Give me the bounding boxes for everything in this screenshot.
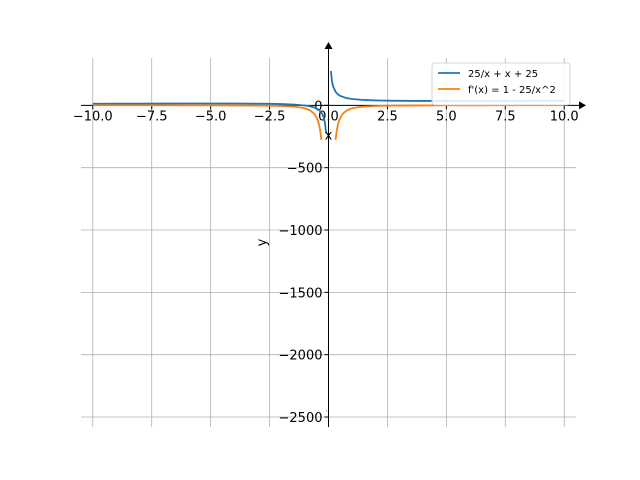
x-tick-label: 7.5 (495, 109, 516, 124)
legend-label: f'(x) = 1 - 25/x^2 (468, 85, 556, 96)
x-axis-label: x (325, 128, 333, 143)
x-tick-label: 10.0 (550, 109, 579, 124)
x-tick-label: −7.5 (136, 109, 168, 124)
series-line (92, 104, 323, 140)
legend-label: 25/x + x + 25 (468, 69, 538, 80)
y-axis-label: y (255, 238, 270, 246)
x-tick-label: −10.0 (73, 109, 113, 124)
x-tick-label: 5.0 (436, 109, 457, 124)
legend: 25/x + x + 25 f'(x) = 1 - 25/x^2 (431, 62, 571, 106)
x-axis-arrow (579, 101, 586, 110)
y-tick-label: 0 (314, 99, 322, 114)
y-tick-label: −2000 (279, 349, 323, 364)
y-tick-label: −1500 (279, 286, 323, 301)
x-tick-label: −2.5 (254, 109, 286, 124)
x-tick-label: 0.0 (318, 109, 339, 124)
y-tick-label: −500 (287, 162, 323, 177)
x-tick-label: 2.5 (377, 109, 398, 124)
y-tick-label: −2500 (279, 411, 323, 426)
x-tick-label: −5.0 (195, 109, 227, 124)
y-axis-arrow (324, 42, 333, 49)
y-tick-label: −1000 (279, 224, 323, 239)
series-line (92, 102, 328, 134)
ticks: −10.0 −7.5 −5.0 −2.5 0.0 2.5 5.0 7.5 10.0 0 −500 −1… (73, 99, 579, 426)
legend-box (431, 62, 571, 106)
